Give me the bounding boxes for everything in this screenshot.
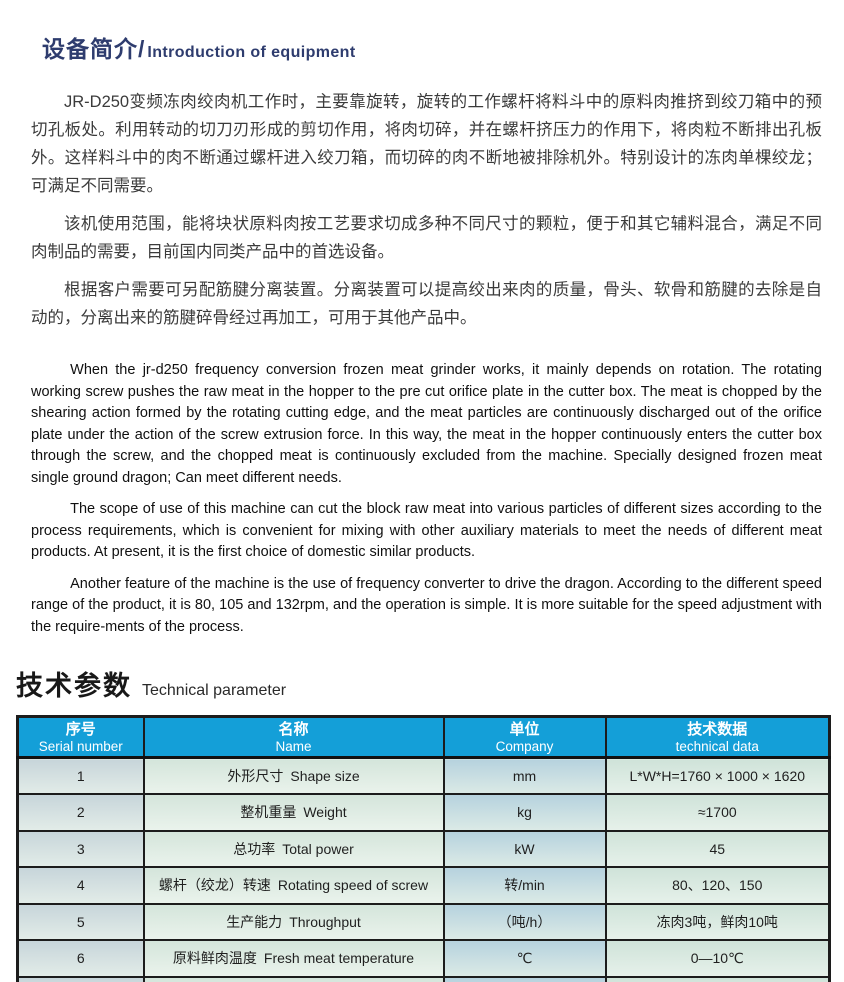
cell-name: 整机重量 Weight [142,793,445,832]
cell-serial: 6 [16,939,145,978]
table-row: 7 原料冻肉温度Frozen meat temperature ℃ -16~0℃ [16,975,831,982]
table-header: 序号 Serial number 名称 Name 单位 Company 技术数据… [16,715,831,759]
cell-unit: （吨/h） [442,902,607,941]
intro-paragraphs-en: When the jr-d250 frequency conversion fr… [0,360,844,638]
header-name: 名称 Name [142,715,445,759]
cell-name: 总功率 Total power [142,829,445,868]
cell-serial: 2 [16,793,145,832]
cell-unit: mm [442,756,607,795]
cell-serial: 7 [16,975,145,982]
cell-data: -16~0℃ [604,975,831,982]
header-serial-number: 序号 Serial number [16,715,145,759]
table-header-row: 序号 Serial number 名称 Name 单位 Company 技术数据… [16,715,831,759]
intro-paragraph-en: Another feature of the machine is the us… [31,575,822,635]
cell-data: L*W*H=1760 × 1000 × 1620 [604,756,831,795]
header-unit: 单位 Company [442,715,607,759]
cell-unit: kW [442,829,607,868]
tech-section-title: 技术参数 Technical parameter [16,664,844,703]
tech-title-zh: 技术参数 [16,671,132,701]
table-body: 1 外形尺寸 Shape size mm L*W*H=1760 × 1000 × … [16,756,831,982]
cell-unit: ℃ [442,975,607,982]
table-row: 4 螺杆（绞龙）转速 Rotating speed of screw 转/min … [16,866,831,905]
technical-parameters-table: 序号 Serial number 名称 Name 单位 Company 技术数据… [16,715,831,982]
cell-serial: 1 [16,756,145,795]
cell-name: 原料冻肉温度Frozen meat temperature [142,975,445,982]
cell-serial: 3 [16,829,145,868]
cell-data: 45 [604,829,831,868]
intro-section-title: 设备简介/Introduction of equipment [42,30,820,64]
tech-title-en: Technical parameter [142,682,287,699]
intro-paragraph-en: The scope of use of this machine can cut… [31,501,822,560]
cell-unit: kg [442,793,607,832]
intro-title-en: Introduction of equipment [147,44,356,61]
intro-paragraphs-zh: JR-D250变频冻肉绞肉机工作时，主要靠旋转，旋转的工作螺杆将料斗中的原料肉推… [0,88,844,332]
intro-paragraph-zh: JR-D250变频冻肉绞肉机工作时，主要靠旋转，旋转的工作螺杆将料斗中的原料肉推… [31,93,822,195]
table-row: 5 生产能力 Throughput （吨/h） 冻肉3吨，鲜肉10吨 [16,902,831,941]
table-row: 1 外形尺寸 Shape size mm L*W*H=1760 × 1000 × … [16,756,831,795]
intro-paragraph-zh: 该机使用范围，能将块状原料肉按工艺要求切成多种不同尺寸的颗粒，便于和其它辅料混合… [31,215,822,261]
cell-data: 0—10℃ [604,939,831,978]
intro-paragraph-en: When the jr-d250 frequency conversion fr… [31,362,822,486]
header-technical-data: 技术数据 technical data [604,715,831,759]
cell-name: 外形尺寸 Shape size [142,756,445,795]
cell-data: ≈1700 [604,793,831,832]
intro-paragraph-zh: 根据客户需要可另配筋腱分离装置。分离装置可以提高绞出来肉的质量，骨头、软骨和筋腱… [31,281,822,327]
intro-title-zh: 设备简介/ [42,36,146,62]
cell-unit: 转/min [442,866,607,905]
cell-serial: 5 [16,902,145,941]
table-row: 6 原料鲜肉温度 Fresh meat temperature ℃ 0—10℃ [16,939,831,978]
cell-name: 螺杆（绞龙）转速 Rotating speed of screw [142,866,445,905]
cell-data: 冻肉3吨，鲜肉10吨 [604,902,831,941]
cell-name: 生产能力 Throughput [142,902,445,941]
cell-serial: 4 [16,866,145,905]
table-row: 2 整机重量 Weight kg ≈1700 [16,793,831,832]
cell-data: 80、120、150 [604,866,831,905]
cell-unit: ℃ [442,939,607,978]
table-row: 3 总功率 Total power kW 45 [16,829,831,868]
cell-name: 原料鲜肉温度 Fresh meat temperature [142,939,445,978]
